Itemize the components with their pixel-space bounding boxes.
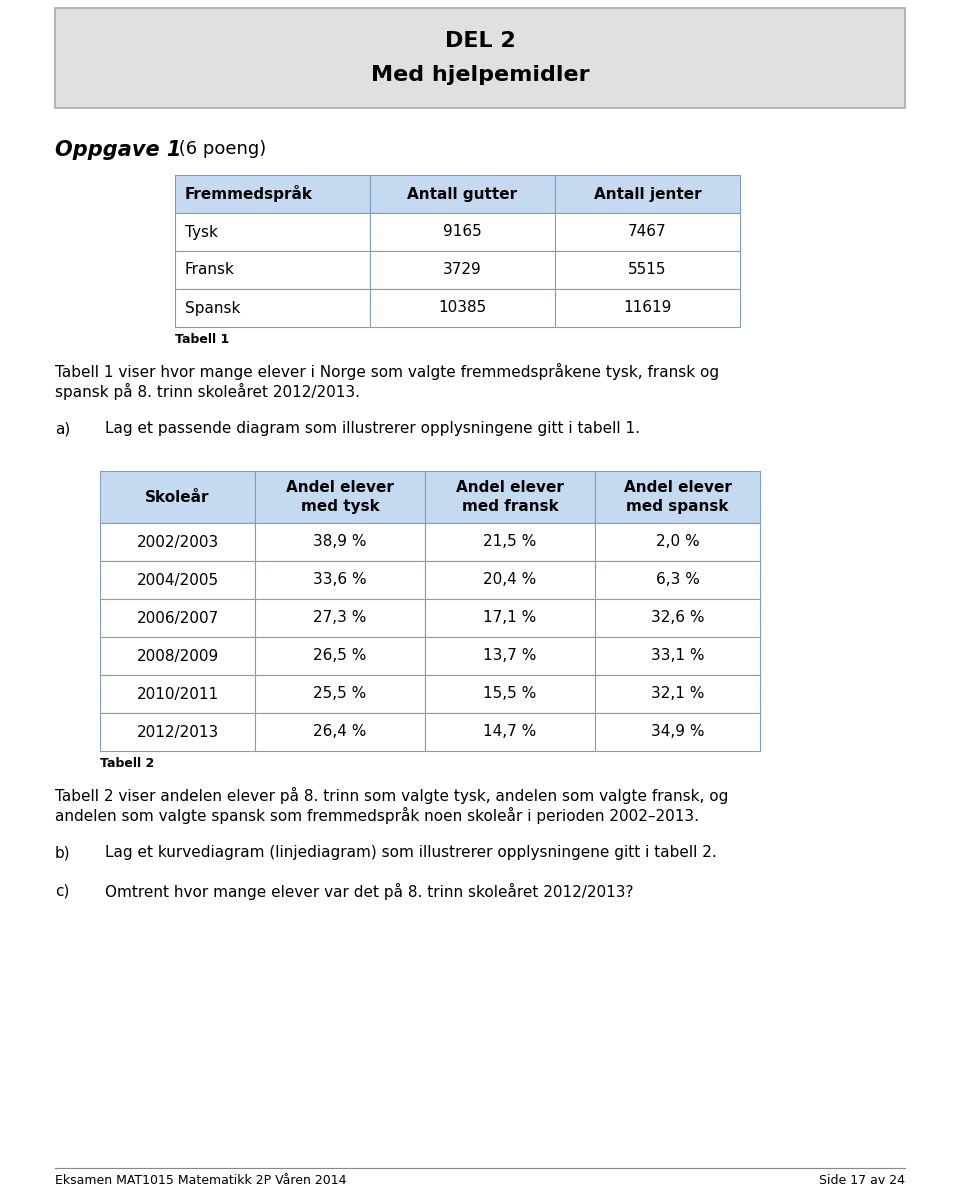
Text: Oppgave 1: Oppgave 1	[55, 140, 181, 161]
Bar	[175, 175, 370, 213]
Text: 2010/2011: 2010/2011	[136, 686, 219, 702]
Text: 25,5 %: 25,5 %	[313, 686, 367, 702]
Text: 20,4 %: 20,4 %	[484, 573, 537, 587]
Text: 2008/2009: 2008/2009	[136, 648, 219, 664]
Text: Antall jenter: Antall jenter	[593, 187, 702, 201]
Text: 38,9 %: 38,9 %	[313, 534, 367, 550]
Text: Tabell 1 viser hvor mange elever i Norge som valgte fremmedspråkene tysk, fransk: Tabell 1 viser hvor mange elever i Norge…	[55, 363, 719, 380]
Bar	[425, 471, 595, 524]
Text: Fransk: Fransk	[185, 262, 235, 278]
Text: 6,3 %: 6,3 %	[656, 573, 700, 587]
Text: Lag et passende diagram som illustrerer opplysningene gitt i tabell 1.: Lag et passende diagram som illustrerer …	[105, 420, 640, 436]
Text: 2002/2003: 2002/2003	[136, 534, 219, 550]
Bar	[425, 599, 595, 637]
Bar	[370, 213, 555, 252]
Bar	[100, 471, 255, 524]
Bar	[370, 252, 555, 289]
Text: spansk på 8. trinn skoleåret 2012/2013.: spansk på 8. trinn skoleåret 2012/2013.	[55, 383, 360, 400]
Text: Omtrent hvor mange elever var det på 8. trinn skoleåret 2012/2013?: Omtrent hvor mange elever var det på 8. …	[105, 883, 634, 900]
Bar	[555, 213, 740, 252]
Bar	[425, 637, 595, 674]
Text: 9165: 9165	[444, 224, 482, 240]
Text: 5515: 5515	[628, 262, 667, 278]
Text: 34,9 %: 34,9 %	[651, 725, 705, 739]
Bar	[175, 213, 370, 252]
Text: 10385: 10385	[439, 301, 487, 315]
Bar	[255, 637, 425, 674]
Bar	[100, 599, 255, 637]
Text: 32,1 %: 32,1 %	[651, 686, 705, 702]
Bar	[555, 289, 740, 327]
Bar	[55, 8, 905, 108]
Bar	[100, 713, 255, 751]
Bar	[175, 289, 370, 327]
Text: 15,5 %: 15,5 %	[484, 686, 537, 702]
Text: Andel elever
med spansk: Andel elever med spansk	[624, 480, 732, 514]
Text: 26,5 %: 26,5 %	[313, 648, 367, 664]
Text: 21,5 %: 21,5 %	[484, 534, 537, 550]
Text: 27,3 %: 27,3 %	[313, 611, 367, 625]
Bar	[255, 599, 425, 637]
Bar	[100, 674, 255, 713]
Text: andelen som valgte spansk som fremmedspråk noen skoleår i perioden 2002–2013.: andelen som valgte spansk som fremmedspr…	[55, 807, 699, 824]
Bar	[100, 561, 255, 599]
Text: 2006/2007: 2006/2007	[136, 611, 219, 625]
Text: 13,7 %: 13,7 %	[483, 648, 537, 664]
Text: 2,0 %: 2,0 %	[656, 534, 699, 550]
Bar	[595, 599, 760, 637]
Text: 33,1 %: 33,1 %	[651, 648, 705, 664]
Text: Andel elever
med tysk: Andel elever med tysk	[286, 480, 394, 514]
Text: 17,1 %: 17,1 %	[484, 611, 537, 625]
Bar	[100, 524, 255, 561]
Bar	[255, 713, 425, 751]
Text: 14,7 %: 14,7 %	[484, 725, 537, 739]
Bar	[555, 175, 740, 213]
Bar	[595, 561, 760, 599]
Text: Spansk: Spansk	[185, 301, 240, 315]
Bar	[595, 524, 760, 561]
Bar	[595, 637, 760, 674]
Bar	[255, 524, 425, 561]
Text: Skoleår: Skoleår	[145, 490, 209, 504]
Text: Antall gutter: Antall gutter	[407, 187, 517, 201]
Bar	[595, 471, 760, 524]
Bar	[555, 252, 740, 289]
Bar	[175, 252, 370, 289]
Text: DEL 2: DEL 2	[444, 31, 516, 52]
Text: Fremmedspråk: Fremmedspråk	[185, 186, 313, 202]
Text: (6 poeng): (6 poeng)	[173, 140, 266, 158]
Text: Eksamen MAT1015 Matematikk 2P Våren 2014: Eksamen MAT1015 Matematikk 2P Våren 2014	[55, 1174, 347, 1187]
Bar	[255, 674, 425, 713]
Text: Med hjelpemidler: Med hjelpemidler	[371, 65, 589, 85]
Text: 7467: 7467	[628, 224, 667, 240]
Text: Andel elever
med fransk: Andel elever med fransk	[456, 480, 564, 514]
Text: 2012/2013: 2012/2013	[136, 725, 219, 739]
Bar	[100, 637, 255, 674]
Bar	[370, 175, 555, 213]
Text: 3729: 3729	[444, 262, 482, 278]
Text: Tysk: Tysk	[185, 224, 218, 240]
Text: 11619: 11619	[623, 301, 672, 315]
Text: b): b)	[55, 845, 71, 860]
Bar	[425, 561, 595, 599]
Text: c): c)	[55, 883, 69, 898]
Text: Tabell 2: Tabell 2	[100, 757, 155, 770]
Bar	[425, 674, 595, 713]
Text: Tabell 1: Tabell 1	[175, 333, 229, 346]
Bar	[255, 561, 425, 599]
Text: 32,6 %: 32,6 %	[651, 611, 705, 625]
Text: 33,6 %: 33,6 %	[313, 573, 367, 587]
Bar	[595, 674, 760, 713]
Text: Lag et kurvediagram (linjediagram) som illustrerer opplysningene gitt i tabell 2: Lag et kurvediagram (linjediagram) som i…	[105, 845, 717, 860]
Bar	[425, 524, 595, 561]
Text: 2004/2005: 2004/2005	[136, 573, 219, 587]
Text: Side 17 av 24: Side 17 av 24	[819, 1174, 905, 1187]
Bar	[255, 471, 425, 524]
Bar	[425, 713, 595, 751]
Text: a): a)	[55, 420, 70, 436]
Text: Tabell 2 viser andelen elever på 8. trinn som valgte tysk, andelen som valgte fr: Tabell 2 viser andelen elever på 8. trin…	[55, 787, 729, 804]
Text: 26,4 %: 26,4 %	[313, 725, 367, 739]
Bar	[370, 289, 555, 327]
Bar	[595, 713, 760, 751]
